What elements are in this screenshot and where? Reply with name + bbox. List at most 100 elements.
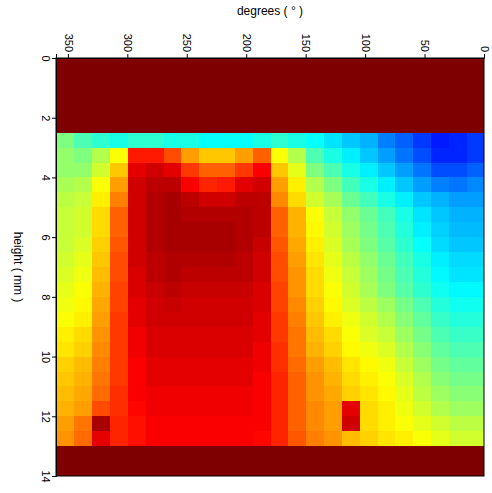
heatmap-cell [306,431,324,446]
heatmap-cell [252,252,270,267]
heatmap-cell [341,312,359,327]
heatmap-cell [359,88,377,103]
heatmap-cell [288,267,306,282]
heatmap-cell [217,461,235,476]
heatmap-cell [252,237,270,252]
heatmap-cell [377,327,395,342]
heatmap-cell [466,207,484,222]
heatmap-cell [288,386,306,401]
heatmap-cell [110,416,128,431]
heatmap-cell [431,192,449,207]
heatmap-cell [341,297,359,312]
heatmap-cell [395,297,413,312]
heatmap-cell [413,401,431,416]
y-tick: 0 [40,55,56,61]
heatmap-cell [217,416,235,431]
heatmap-cell [110,207,128,222]
heatmap-cell [181,207,199,222]
heatmap-cell [466,312,484,327]
heatmap-cell [395,207,413,222]
heatmap-cell [324,446,342,461]
heatmap-cell [252,446,270,461]
heatmap-cell [110,58,128,73]
heatmap-cell [377,416,395,431]
heatmap-cell [56,118,74,133]
heatmap-cell [217,222,235,237]
heatmap-cell [448,342,466,357]
heatmap-cell [92,58,110,73]
heatmap-cell [466,88,484,103]
cells [56,58,484,476]
heatmap-cell [395,431,413,446]
heatmap-cell [110,357,128,372]
heatmap-cell [199,312,217,327]
heatmap-cell [395,222,413,237]
heatmap-cell [377,386,395,401]
heatmap-cell [110,222,128,237]
heatmap-cell [270,401,288,416]
heatmap-cell [199,73,217,88]
x-tick: 150 [300,34,312,58]
heatmap-cell [448,177,466,192]
heatmap-cell [324,357,342,372]
heatmap-cell [234,73,252,88]
x-tick: 100 [360,34,372,58]
y-axis-title: height ( mm ) [11,232,25,303]
heatmap-cell [92,446,110,461]
heatmap-cell [341,416,359,431]
heatmap-cell [431,416,449,431]
heatmap-cell [181,386,199,401]
heatmap-cell [252,267,270,282]
y-tick-label: 2 [40,115,52,121]
heatmap-cell [466,58,484,73]
heatmap-cell [431,177,449,192]
heatmap-cell [270,416,288,431]
heatmap-cell [431,58,449,73]
heatmap-cell [110,312,128,327]
heatmap-cell [92,297,110,312]
heatmap-cell [74,386,92,401]
heatmap-cell [466,192,484,207]
heatmap-cell [341,222,359,237]
heatmap-cell [217,252,235,267]
heatmap-cell [234,222,252,237]
heatmap-cell [324,133,342,148]
heatmap-cell [448,327,466,342]
heatmap-cell [341,133,359,148]
heatmap-cell [413,297,431,312]
heatmap-cell [431,431,449,446]
heatmap-cell [377,177,395,192]
heatmap-cell [56,267,74,282]
heatmap-cell [92,357,110,372]
heatmap-cell [127,237,145,252]
heatmap-cell [431,372,449,387]
heatmap-cell [377,207,395,222]
heatmap-cell [448,73,466,88]
x-tick-label: 50 [419,40,431,52]
heatmap-cell [431,118,449,133]
heatmap-cell [288,297,306,312]
heatmap-cell [270,282,288,297]
heatmap-cell [56,386,74,401]
heatmap-cell [306,133,324,148]
heatmap-cell [413,342,431,357]
heatmap-cell [324,118,342,133]
heatmap-cell [217,148,235,163]
heatmap-cell [217,327,235,342]
y-tick: 4 [40,175,56,181]
heatmap-cell [217,73,235,88]
heatmap-cell [359,73,377,88]
heatmap-cell [56,133,74,148]
heatmap-cell [110,73,128,88]
heatmap-cell [324,88,342,103]
heatmap-cell [110,401,128,416]
heatmap-cell [466,148,484,163]
heatmap-cell [377,312,395,327]
heatmap-cell [359,192,377,207]
heatmap-cell [127,252,145,267]
heatmap-cell [359,207,377,222]
heatmap-cell [270,252,288,267]
heatmap-cell [145,416,163,431]
heatmap-cell [341,148,359,163]
heatmap-cell [127,133,145,148]
